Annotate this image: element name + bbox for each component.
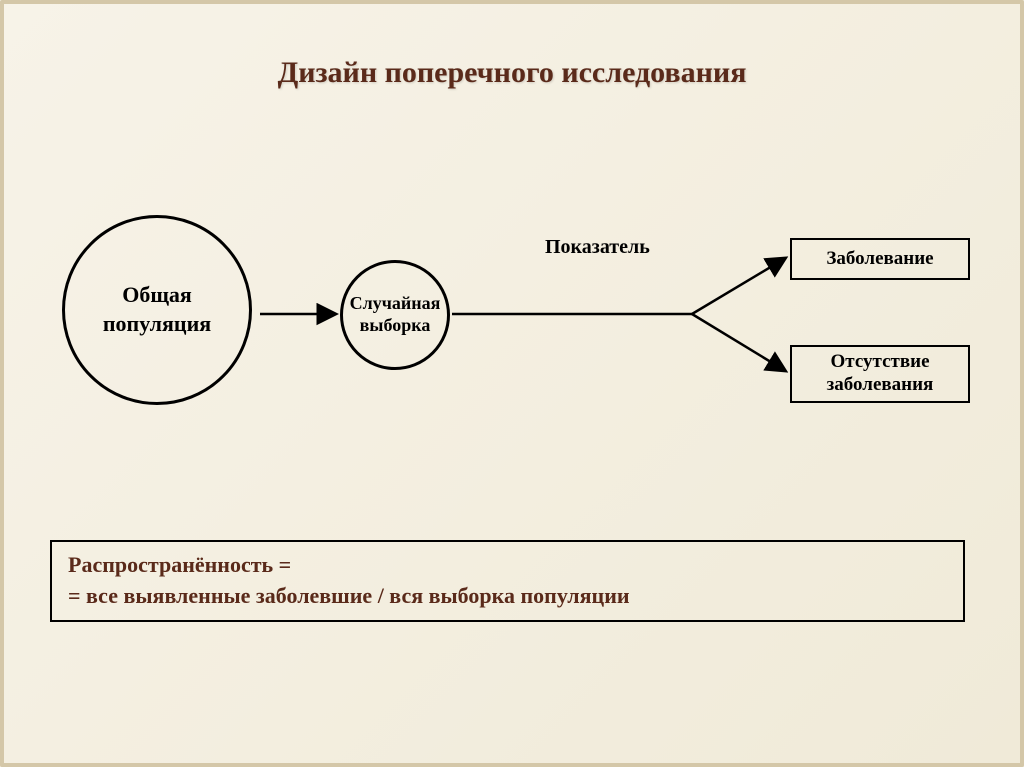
- formula-box: Распространённость = = все выявленные за…: [50, 540, 965, 622]
- formula-line1: Распространённость =: [68, 550, 947, 581]
- formula-line2: = все выявленные заболевшие / вся выборк…: [68, 581, 947, 612]
- node-sample-line1: Случайная: [350, 293, 441, 315]
- node-population: Общая популяция: [62, 215, 252, 405]
- node-population-line2: популяция: [103, 310, 211, 339]
- node-no-disease-line1: Отсутствие: [831, 351, 930, 374]
- node-disease: Заболевание: [790, 238, 970, 280]
- slide-title: Дизайн поперечного исследования: [0, 56, 1024, 90]
- edge-label-indicator: Показатель: [545, 236, 650, 259]
- edge-split-no-disease: [692, 314, 784, 370]
- node-no-disease: Отсутствие заболевания: [790, 345, 970, 403]
- node-population-line1: Общая: [122, 281, 192, 310]
- node-disease-label: Заболевание: [826, 248, 933, 270]
- node-sample-line2: выборка: [360, 315, 431, 337]
- node-no-disease-line2: заболевания: [827, 374, 934, 397]
- node-sample: Случайная выборка: [340, 260, 450, 370]
- edge-split-disease: [692, 259, 784, 314]
